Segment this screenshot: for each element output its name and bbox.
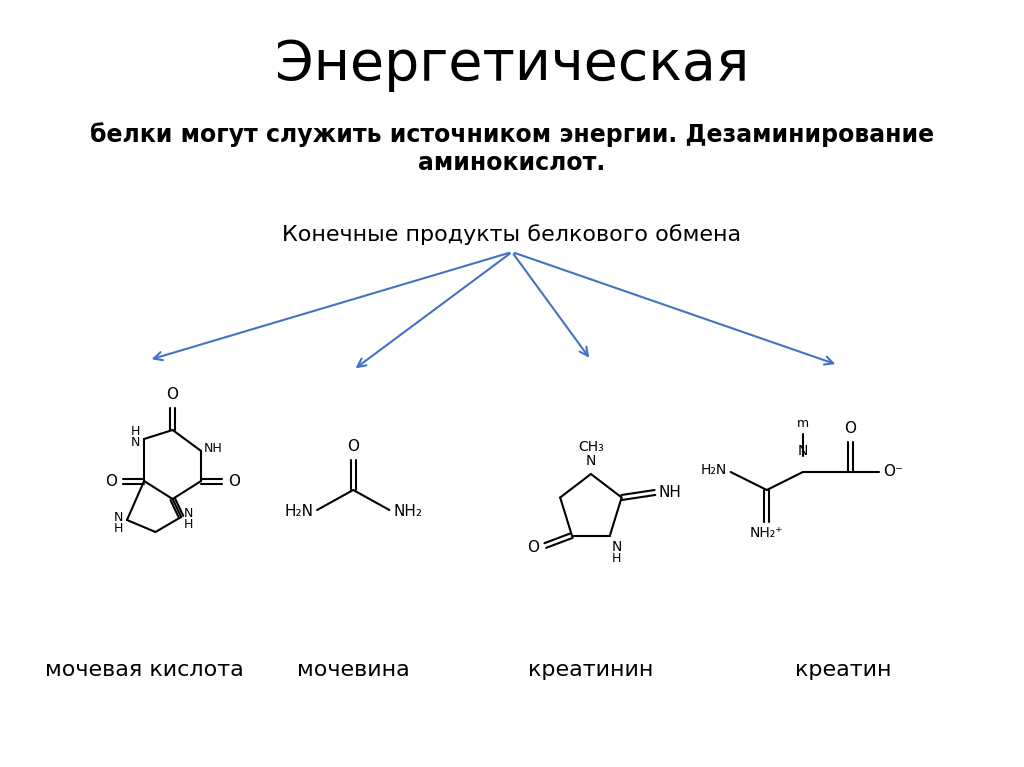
Text: белки могут служить источником энергии. Дезаминирование: белки могут служить источником энергии. … [90, 123, 934, 147]
Text: мочевина: мочевина [297, 660, 410, 680]
Text: N: N [586, 454, 596, 468]
Text: O: O [105, 473, 118, 489]
Text: H
N: H N [131, 425, 140, 449]
Text: NH₂: NH₂ [393, 505, 422, 519]
Text: NH₂⁺: NH₂⁺ [750, 526, 783, 540]
Text: NH: NH [204, 443, 223, 456]
Text: H₂N: H₂N [700, 463, 727, 477]
Text: N
H: N H [184, 507, 194, 532]
Text: Конечные продукты белкового обмена: Конечные продукты белкового обмена [283, 225, 741, 245]
Text: H₂N: H₂N [285, 505, 313, 519]
Text: H: H [611, 551, 622, 565]
Text: NH: NH [658, 485, 682, 500]
Text: N
H: N H [114, 511, 123, 535]
Text: креатин: креатин [795, 660, 891, 680]
Text: O: O [227, 473, 240, 489]
Text: креатинин: креатинин [528, 660, 653, 680]
Text: O: O [167, 387, 178, 402]
Text: N: N [611, 539, 623, 554]
Text: m: m [797, 417, 809, 430]
Text: Энергетическая: Энергетическая [274, 38, 750, 92]
Text: аминокислот.: аминокислот. [419, 151, 605, 175]
Text: O: O [527, 540, 540, 555]
Text: мочевая кислота: мочевая кислота [45, 660, 244, 680]
Text: O: O [347, 439, 359, 454]
Text: N: N [798, 444, 808, 458]
Text: O: O [845, 421, 856, 436]
Text: O⁻: O⁻ [883, 465, 903, 479]
Text: CH₃: CH₃ [578, 440, 604, 454]
